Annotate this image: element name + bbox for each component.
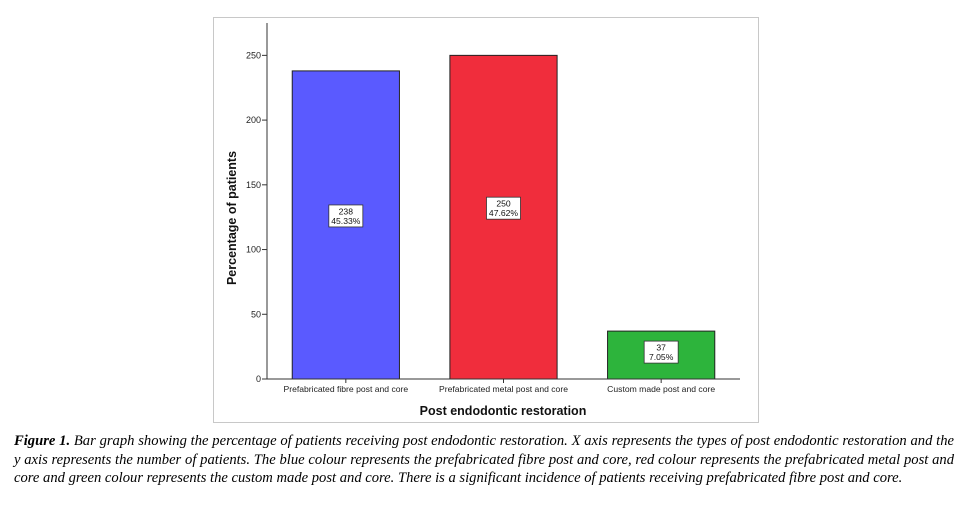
x-tick-label: Custom made post and core [607, 384, 715, 394]
data-label-box [328, 204, 364, 228]
x-tick-label: Prefabricated metal post and core [439, 384, 568, 394]
data-label-box [486, 196, 521, 220]
y-tick-label: 150 [246, 180, 261, 190]
y-tick-label: 100 [246, 245, 261, 255]
x-axis-label: Post endodontic restoration [420, 404, 587, 418]
y-tick-label: 50 [251, 309, 261, 319]
y-tick-label: 0 [256, 374, 261, 384]
y-tick-label: 200 [246, 115, 261, 125]
data-label-percent: 45.33% [331, 216, 361, 226]
caption-text: Bar graph showing the percentage of pati… [14, 433, 954, 486]
data-label-box [643, 340, 679, 364]
data-label-count: 250 [496, 199, 511, 209]
data-label-count: 37 [656, 343, 666, 353]
y-tick-label: 250 [246, 50, 261, 60]
caption-lead: Figure 1. [14, 433, 71, 449]
bar [291, 70, 400, 380]
x-tick-label: Prefabricated fibre post and core [283, 384, 408, 394]
data-label-count: 238 [339, 206, 354, 216]
data-label-percent: 7.05% [649, 352, 674, 362]
figure-frame: 0 50 100 150 200 250 Prefabricated fibre post … [213, 17, 759, 423]
y-axis-label: Percentage of patients [225, 151, 239, 285]
data-label-percent: 47.62% [489, 208, 519, 218]
figure-caption: Figure 1. Bar graph showing the percenta… [14, 432, 954, 488]
bar-chart: 0 50 100 150 200 250 Prefabricated fibre post … [225, 23, 740, 418]
